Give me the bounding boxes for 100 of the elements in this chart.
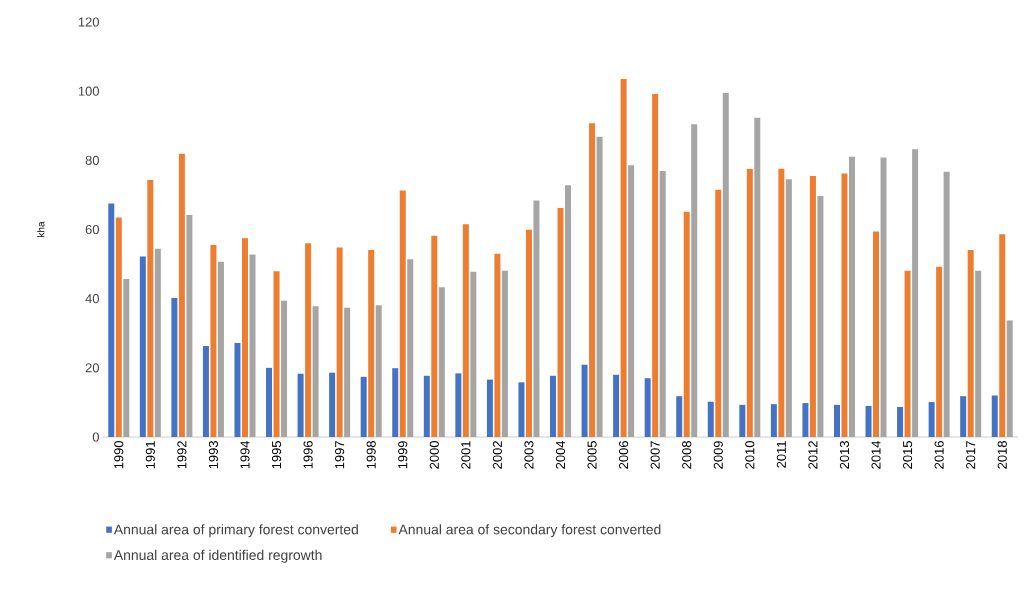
bar xyxy=(652,93,659,437)
bar xyxy=(620,79,627,437)
x-tick-label: 2010 xyxy=(745,441,755,469)
bar xyxy=(589,123,596,437)
x-tick-label: 2014 xyxy=(871,440,881,469)
bar xyxy=(360,376,367,437)
x-tick-label: 2005 xyxy=(587,441,597,469)
bar xyxy=(525,229,532,437)
bar xyxy=(154,248,161,437)
x-tick-label: 1992 xyxy=(177,441,187,469)
bar xyxy=(991,395,998,437)
bar xyxy=(423,375,430,437)
bar xyxy=(234,342,241,437)
bar xyxy=(628,165,635,437)
bar xyxy=(123,278,130,437)
bar xyxy=(455,373,462,437)
x-tick-label: 2003 xyxy=(524,441,534,469)
bar xyxy=(202,346,209,437)
bar xyxy=(778,168,785,437)
x-tick-label: 2004 xyxy=(555,440,566,469)
bar xyxy=(368,249,375,437)
bar xyxy=(241,238,248,437)
bar xyxy=(217,261,224,437)
bar xyxy=(518,382,525,437)
bar xyxy=(210,245,217,437)
bar xyxy=(139,256,146,437)
bar xyxy=(108,203,115,437)
x-tick-label: 2012 xyxy=(808,441,818,469)
y-tick-label: 80 xyxy=(85,155,99,165)
bar xyxy=(691,124,698,437)
bar xyxy=(848,156,855,437)
bar xyxy=(1006,320,1013,437)
x-tick-label: 2009 xyxy=(713,441,723,469)
bar xyxy=(501,270,508,437)
bar xyxy=(841,173,848,437)
bar xyxy=(613,374,620,437)
bar xyxy=(676,396,683,437)
x-tick-label: 2011 xyxy=(776,441,786,468)
bar xyxy=(873,231,880,437)
bar xyxy=(431,235,438,437)
bar xyxy=(975,270,982,437)
x-tick-label: 1993 xyxy=(208,441,219,469)
bar xyxy=(967,249,974,437)
legend-label: Annual area of primary forest converted xyxy=(113,524,358,538)
x-tick-label: 2016 xyxy=(934,441,944,469)
x-tick-label: 2017 xyxy=(966,441,976,469)
bar xyxy=(392,368,399,437)
bar xyxy=(960,396,967,437)
x-tick-label: 2018 xyxy=(997,441,1007,469)
bar xyxy=(928,402,935,437)
bar xyxy=(336,247,343,437)
bar xyxy=(297,373,304,437)
x-tick-label: 2007 xyxy=(650,441,660,469)
bar xyxy=(644,378,651,437)
x-tick-label: 2006 xyxy=(619,441,629,469)
bar xyxy=(785,179,792,437)
x-tick-label: 2000 xyxy=(429,441,439,469)
bar xyxy=(739,404,746,437)
x-tick-label: 2013 xyxy=(839,441,850,469)
bar xyxy=(273,271,280,437)
bar xyxy=(281,300,288,437)
bar xyxy=(470,271,477,437)
bar xyxy=(266,367,273,437)
x-tick-label: 1991 xyxy=(145,441,155,469)
bar xyxy=(912,149,919,437)
bar xyxy=(904,270,911,437)
bar xyxy=(533,200,540,437)
bar xyxy=(494,253,501,437)
bar xyxy=(809,175,816,437)
y-tick-label: 20 xyxy=(85,363,99,373)
legend-label: Annual area of secondary forest converted xyxy=(398,524,661,538)
x-tick-label: 1995 xyxy=(271,441,282,469)
bar xyxy=(557,208,564,437)
bar xyxy=(596,136,603,437)
x-tick-label: 1990 xyxy=(114,441,124,469)
y-tick-label: 120 xyxy=(78,17,99,27)
x-tick-label: 1994 xyxy=(240,440,250,469)
x-tick-label: 1998 xyxy=(366,441,376,469)
bar xyxy=(865,405,872,437)
bar xyxy=(715,189,722,437)
y-tick-label: 100 xyxy=(78,86,99,96)
bar xyxy=(407,259,414,437)
bar xyxy=(147,180,154,437)
bar xyxy=(438,287,445,437)
bar xyxy=(249,254,256,437)
x-tick-label: 2001 xyxy=(461,441,471,469)
bar xyxy=(999,234,1006,437)
legend-label: Annual area of identified regrowth xyxy=(113,549,322,563)
bar xyxy=(462,224,469,437)
bar xyxy=(486,379,493,437)
x-tick-label: 1997 xyxy=(335,441,345,469)
y-axis-title: kha xyxy=(37,221,45,237)
bar xyxy=(329,372,336,437)
bar xyxy=(746,168,753,437)
bar xyxy=(802,403,809,437)
bar xyxy=(312,306,319,437)
bar xyxy=(565,185,571,437)
bar xyxy=(375,305,382,437)
x-tick-label: 1996 xyxy=(303,441,313,469)
bar xyxy=(817,195,824,437)
